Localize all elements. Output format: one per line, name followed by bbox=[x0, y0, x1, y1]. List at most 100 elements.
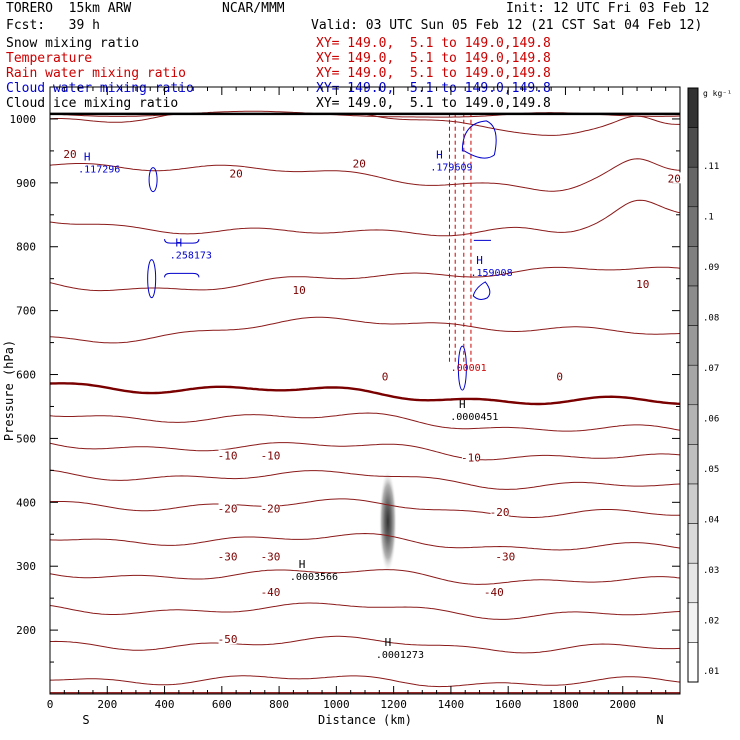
cloud-water-contour bbox=[472, 281, 491, 300]
cloud-water-bracket bbox=[164, 239, 200, 278]
maximum-value: .0003566 bbox=[290, 572, 338, 583]
colorbar-segment bbox=[687, 602, 699, 643]
isotherm-label-bg bbox=[550, 370, 569, 382]
colorbar-segment bbox=[687, 523, 699, 564]
colorbar-tick-label: .06 bbox=[703, 415, 719, 425]
maximum-marker: H bbox=[84, 150, 91, 163]
maximum-value: .179609 bbox=[430, 163, 472, 174]
snow-mixing-ratio-shading bbox=[378, 469, 397, 574]
x-tick-label: 200 bbox=[97, 698, 117, 711]
isotherm-label-bg bbox=[490, 505, 509, 517]
cloud-water-contour bbox=[148, 167, 158, 193]
isotherm-label: -20 bbox=[490, 506, 510, 519]
isotherm-label: 10 bbox=[636, 278, 649, 291]
isotherm-label: 20 bbox=[668, 172, 681, 185]
rain-water-dashed-contour bbox=[448, 113, 456, 362]
isotherm-label-bg bbox=[261, 550, 280, 562]
field-name-rain: Rain water mixing ratio bbox=[6, 66, 187, 81]
colorbar-segment bbox=[687, 285, 699, 326]
rain-water-dashed-contour bbox=[463, 113, 472, 362]
isotherm-label: -30 bbox=[495, 551, 515, 564]
x-tick-label: 0 bbox=[47, 698, 54, 711]
colorbar-segment bbox=[687, 127, 699, 168]
y-axis-label: Pressure (hPa) bbox=[2, 340, 16, 441]
temperature-contours bbox=[49, 110, 681, 694]
isotherm-minus20 bbox=[49, 498, 680, 518]
colorbar-tick-label: .11 bbox=[703, 162, 719, 172]
isotherm-label-bg bbox=[61, 148, 80, 160]
isotherm-label-bg bbox=[261, 585, 280, 597]
cloud-water-contour bbox=[461, 120, 497, 159]
isotherm-label-bg bbox=[290, 284, 309, 296]
isotherm-label: -30 bbox=[261, 551, 281, 564]
y-tick-label: 300 bbox=[16, 560, 36, 573]
isotherm-label-bg bbox=[218, 550, 237, 562]
colorbar: .01 .02 .03 .04 .05 .06 .07 .08 .09 .1 .11 g kg⁻¹ bbox=[687, 87, 732, 683]
rain-water-contours bbox=[448, 113, 472, 362]
maximum-value: .258173 bbox=[170, 251, 212, 262]
isotherm-minus30 bbox=[49, 569, 681, 585]
isotherm-5 bbox=[49, 316, 681, 344]
organization-label: NCAR/MMM bbox=[222, 1, 285, 16]
isotherm-label: -30 bbox=[218, 551, 238, 564]
north-label: N bbox=[656, 713, 663, 727]
colorbar-segment bbox=[687, 642, 699, 683]
maximum-marker: H bbox=[176, 237, 183, 250]
isotherm-label: -40 bbox=[261, 586, 281, 599]
isotherm-label-bg bbox=[496, 550, 515, 562]
colorbar-segment bbox=[687, 206, 699, 247]
isotherm-label-bg bbox=[461, 451, 480, 463]
field-name-snow: Snow mixing ratio bbox=[6, 36, 140, 51]
colorbar-tick-label: .03 bbox=[703, 566, 719, 576]
isotherm-label-bg bbox=[218, 502, 237, 514]
field-name-cloud-ice: Cloud ice mixing ratio bbox=[6, 96, 179, 111]
x-tick-label: 1000 bbox=[323, 698, 350, 711]
field-name-temperature: Temperature bbox=[6, 51, 93, 66]
isotherm-label-bg bbox=[665, 172, 684, 184]
colorbar-tick-label: .04 bbox=[703, 516, 719, 526]
maximum-marker: H bbox=[436, 149, 443, 162]
isotherm-minus25 bbox=[49, 532, 681, 551]
colorbar-segment bbox=[687, 246, 699, 287]
field-xy-temperature: XY= 149.0, 5.1 to 149.0,149.8 bbox=[316, 51, 551, 66]
forecast-hour: Fcst: 39 h bbox=[6, 18, 100, 33]
y-tick-label: 500 bbox=[16, 432, 36, 445]
maximum-value: .0001273 bbox=[376, 650, 424, 661]
valid-time: Valid: 03 UTC Sun 05 Feb 12 (21 CST Sat … bbox=[311, 18, 703, 33]
colorbar-segment bbox=[687, 562, 699, 604]
x-axis-label: Distance (km) bbox=[318, 713, 412, 727]
x-tick-label: 400 bbox=[155, 698, 175, 711]
isotherm-label: -20 bbox=[261, 503, 281, 516]
x-tick-label: 1600 bbox=[495, 698, 522, 711]
x-tick-label: 800 bbox=[269, 698, 289, 711]
maximum-marker: H bbox=[299, 558, 306, 571]
colorbar-segment bbox=[687, 325, 699, 366]
isotherm-label: 10 bbox=[293, 284, 306, 297]
cloud-water-contour bbox=[147, 259, 157, 299]
isotherm-label-bg bbox=[484, 585, 503, 597]
isotherm-0 bbox=[49, 382, 681, 406]
init-time: Init: 12 UTC Fri 03 Feb 12 bbox=[506, 1, 710, 16]
maximum-marker: H bbox=[385, 636, 392, 649]
isotherm-label: -10 bbox=[261, 450, 281, 463]
model-title: TORERO 15km ARW bbox=[6, 1, 132, 16]
isotherm-25 bbox=[49, 113, 680, 136]
colorbar-frame bbox=[687, 87, 699, 683]
colorbar-segment bbox=[687, 364, 699, 406]
isotherm-label-bg bbox=[633, 277, 652, 289]
plot-axes: 0 200 400 600 800 1000 1200 1400 1600 1800 2000200… bbox=[2, 86, 681, 727]
x-tick-label: 2000 bbox=[609, 698, 636, 711]
field-xy-rain: XY= 149.0, 5.1 to 149.0,149.8 bbox=[316, 66, 551, 81]
colorbar-segment bbox=[687, 483, 699, 524]
colorbar-unit: g kg⁻¹ bbox=[703, 89, 732, 98]
isotherm-label: 20 bbox=[353, 158, 366, 171]
isotherm-label-bg bbox=[261, 502, 280, 514]
isotherm-label: -10 bbox=[218, 450, 238, 463]
colorbar-tick-label: .09 bbox=[703, 263, 719, 273]
colorbar-tick-label: .05 bbox=[703, 465, 719, 475]
colorbar-tick-label: .08 bbox=[703, 314, 719, 324]
isotherm-label: 20 bbox=[63, 148, 76, 161]
maximum-value: .0000451 bbox=[450, 412, 498, 423]
isotherm-label-bg bbox=[218, 633, 237, 645]
colorbar-segment bbox=[687, 87, 699, 128]
